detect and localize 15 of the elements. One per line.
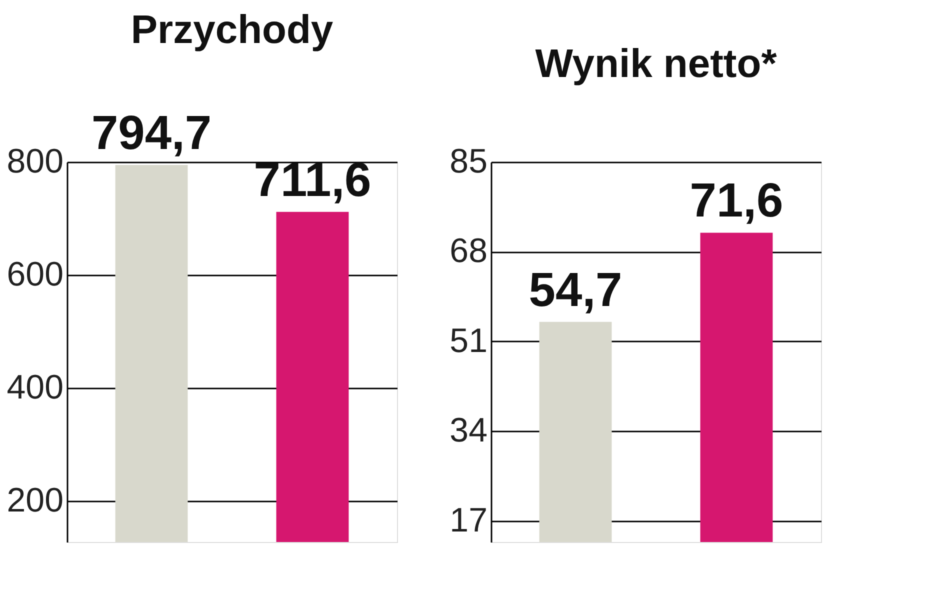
y-tick-label: 600: [6, 255, 64, 294]
chart-title: Wynik netto*: [535, 42, 778, 86]
y-tick-label: 34: [450, 412, 488, 450]
data-label: 71,6: [690, 174, 784, 228]
y-tick-label: 800: [6, 142, 64, 180]
y-tick-label: 17: [450, 501, 488, 540]
y-tick-label: 200: [6, 481, 64, 520]
data-label: 54,7: [528, 264, 622, 317]
y-tick-label: 400: [6, 368, 64, 406]
y-tick-label: 68: [450, 232, 488, 270]
chart-title: Przychody: [130, 8, 334, 52]
y-tick-label: 85: [450, 142, 488, 180]
y-tick-label: 51: [450, 322, 488, 360]
data-label: 711,6: [254, 154, 372, 207]
data-label: 794,7: [91, 106, 212, 160]
